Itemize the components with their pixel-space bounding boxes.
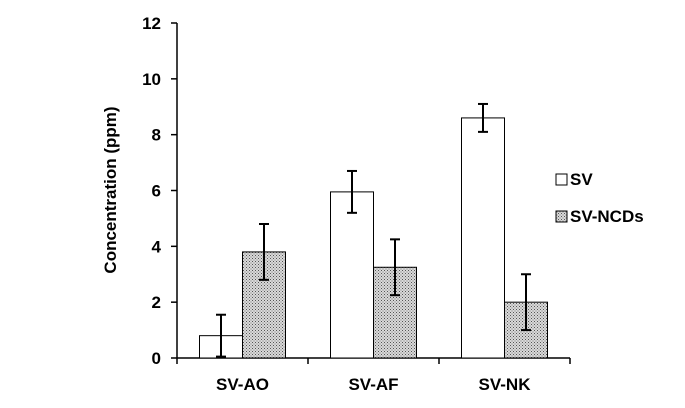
- y-tick-label: 6: [152, 182, 161, 201]
- y-tick-label: 0: [152, 349, 161, 368]
- bar-sv-sv-af: [330, 191, 374, 359]
- bar-sv-sv-nk: [461, 117, 505, 359]
- x-tick-label: SV-NK: [479, 375, 532, 394]
- legend-label-sv-ncds: SV-NCDs: [570, 207, 644, 226]
- x-tick-label: SV-AF: [348, 375, 398, 394]
- y-tick-label: 12: [142, 14, 161, 33]
- y-tick-label: 4: [152, 237, 162, 256]
- y-tick-label: 10: [142, 70, 161, 89]
- legend-swatch-sv-ncds: [555, 210, 568, 223]
- y-axis-label: Concentration (ppm): [101, 106, 120, 273]
- legend-swatch-sv: [555, 173, 568, 186]
- y-tick-label: 2: [152, 293, 161, 312]
- y-tick-label: 8: [152, 126, 161, 145]
- x-tick-label: SV-AO: [216, 375, 269, 394]
- legend-label-sv: SV: [570, 170, 593, 189]
